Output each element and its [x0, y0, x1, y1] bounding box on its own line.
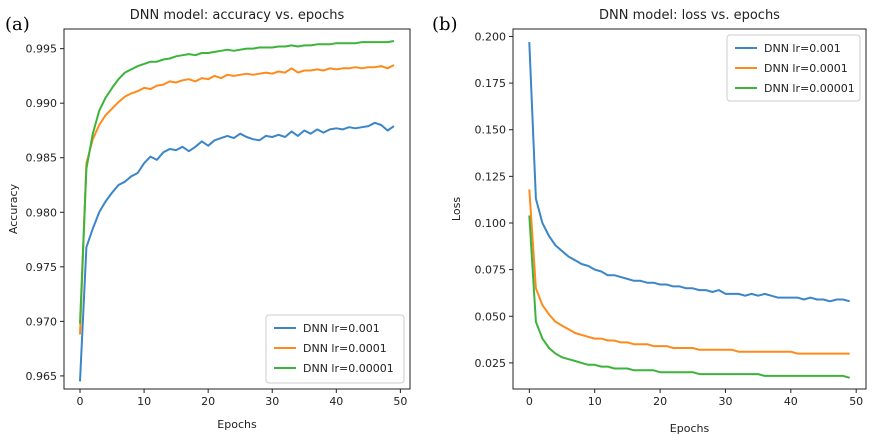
y-tick-label: 0.995 [26, 43, 58, 56]
legend-entry: DNN lr=0.0001 [764, 62, 848, 75]
legend: DNN lr=0.001 DNN lr=0.0001 DNN lr=0.00001 [265, 314, 405, 384]
x-tick-label: 0 [77, 395, 84, 408]
chart-panel-loss: (b) DNN model: loss vs. epochs 0 10 20 30 40 50… [432, 8, 867, 435]
y-tick-label: 0.970 [26, 315, 58, 328]
series-line-blue [528, 42, 850, 303]
y-axis-label: Accuracy [7, 183, 20, 234]
legend-box [726, 34, 861, 102]
y-tick-label: 0.050 [475, 310, 507, 323]
legend-entry: DNN lr=0.001 [764, 42, 841, 55]
y-tick-label: 0.075 [475, 264, 507, 277]
series-line-orange [528, 189, 850, 355]
plot-frame [63, 28, 411, 390]
x-tick-label: 40 [784, 395, 798, 408]
legend-entry: DNN lr=0.001 [303, 322, 380, 335]
y-tick-label: 0.980 [26, 206, 58, 219]
y-tick-label: 0.990 [26, 97, 58, 110]
x-tick-label: 40 [329, 395, 343, 408]
legend-entry: DNN lr=0.0001 [303, 342, 387, 355]
x-tick-label: 50 [849, 395, 863, 408]
legend: DNN lr=0.001 DNN lr=0.0001 DNN lr=0.00001 [726, 34, 861, 102]
chart-title: DNN model: accuracy vs. epochs [130, 8, 345, 23]
y-axis-label: Loss [450, 197, 463, 221]
x-tick-label: 20 [201, 395, 215, 408]
y-tick-label: 0.975 [26, 261, 58, 274]
y-tick-label: 0.100 [475, 217, 507, 230]
y-tick-label: 0.985 [26, 152, 58, 165]
x-tick-label: 30 [265, 395, 279, 408]
chart-panel-accuracy: (a) DNN model: accuracy vs. epochs 0 10 20 30… [5, 8, 411, 431]
series-line-orange [79, 64, 395, 335]
x-tick-label: 0 [526, 395, 533, 408]
plot-frame [512, 28, 867, 390]
x-axis-label: Epochs [217, 418, 257, 431]
y-tick-label: 0.125 [475, 170, 507, 183]
panel-label: (b) [432, 14, 458, 35]
legend-box [265, 314, 405, 384]
y-tick-label: 0.025 [475, 357, 507, 370]
chart-title: DNN model: loss vs. epochs [599, 8, 780, 23]
x-tick-label: 10 [588, 395, 602, 408]
x-axis-label: Epochs [670, 422, 710, 435]
x-tick-label: 50 [393, 395, 407, 408]
y-tick-label: 0.200 [475, 30, 507, 43]
y-tick-label: 0.150 [475, 124, 507, 137]
x-tick-label: 20 [653, 395, 667, 408]
series-line-green [79, 40, 395, 324]
legend-entry: DNN lr=0.00001 [764, 82, 855, 95]
x-tick-label: 30 [718, 395, 732, 408]
series-line-green [528, 215, 850, 379]
panel-label: (a) [5, 14, 30, 35]
y-tick-label: 0.175 [475, 77, 507, 90]
x-tick-label: 10 [137, 395, 151, 408]
series-line-blue [79, 121, 395, 382]
y-tick-label: 0.965 [26, 370, 58, 383]
legend-entry: DNN lr=0.00001 [303, 362, 394, 375]
